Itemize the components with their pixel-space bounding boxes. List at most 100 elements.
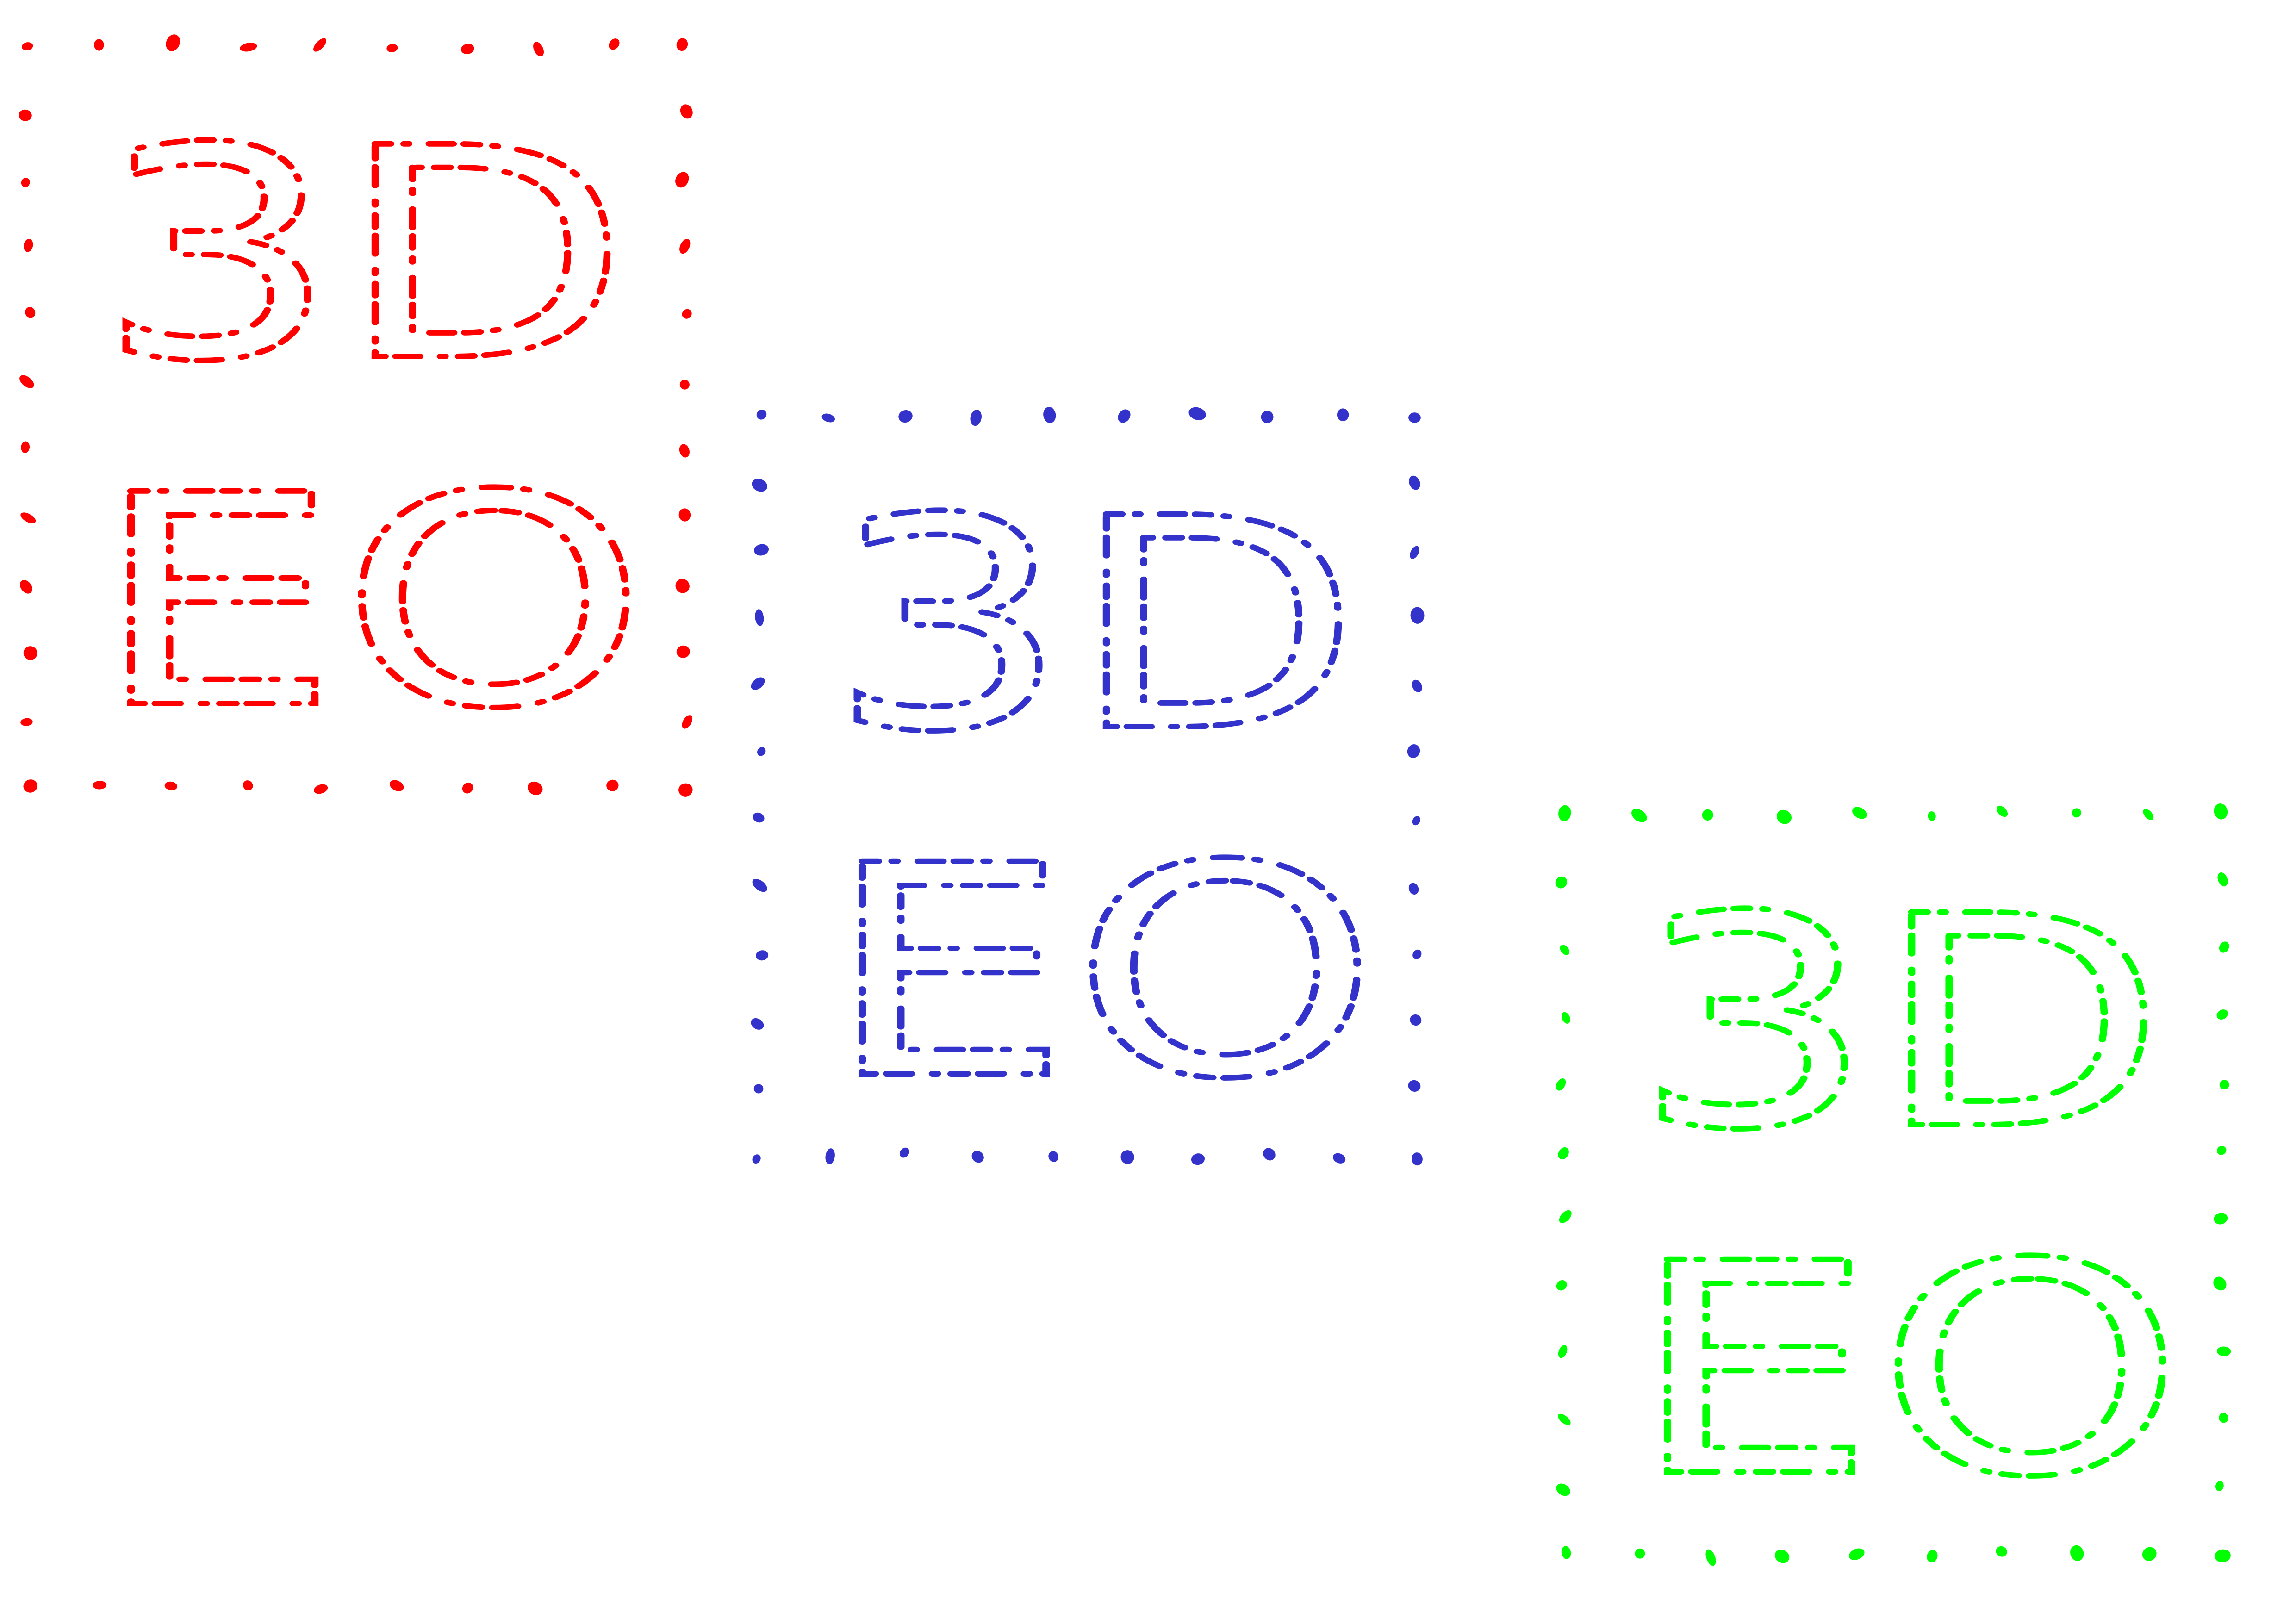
frame-dot: [2219, 941, 2229, 953]
frame-dot: [1996, 1546, 2007, 1557]
logo-text-row1-green: 3D: [1634, 854, 2166, 1194]
frame-dot: [19, 375, 34, 388]
frame-dot: [1997, 806, 2008, 817]
frame-dot: [460, 44, 474, 54]
logo-text-row2-red: EO: [93, 433, 648, 772]
frame-dot: [679, 444, 690, 458]
frame-dot: [1849, 1548, 1865, 1560]
frame-dot: [2143, 809, 2154, 820]
frame-dot: [752, 1154, 761, 1164]
frame-dot: [754, 544, 769, 556]
frame-dot: [1337, 408, 1349, 422]
frame-dot: [1559, 1210, 1572, 1223]
frame-dot: [21, 441, 30, 453]
frame-dot: [1556, 1483, 1570, 1496]
frame-dot: [166, 34, 180, 51]
frame-dot: [1705, 1549, 1716, 1566]
frame-dot: [751, 677, 765, 690]
frame-dot: [20, 718, 33, 726]
frame-dot: [1333, 1153, 1346, 1164]
frame-dot: [752, 479, 768, 492]
frame-dot: [971, 1151, 984, 1163]
frame-dot: [1188, 407, 1206, 420]
logo-text-row2-green: EO: [1629, 1201, 2184, 1541]
frame-dot: [752, 878, 767, 892]
frame-dot: [675, 172, 689, 188]
frame-dot: [1556, 1280, 1567, 1291]
frame-dot: [23, 646, 37, 660]
frame-dot: [21, 178, 30, 187]
frame-dot: [682, 309, 692, 319]
frame-dot: [825, 1148, 835, 1164]
dotted-frame-blue: [751, 407, 1425, 1166]
frame-dot: [1118, 409, 1131, 423]
frame-dot: [164, 781, 178, 790]
frame-dot: [753, 812, 765, 823]
frame-dot: [1702, 809, 1713, 821]
frame-dot: [23, 779, 37, 793]
frame-dot: [1191, 1153, 1205, 1165]
frame-dot: [1558, 805, 1571, 821]
frame-dot: [753, 1084, 764, 1094]
frame-dot: [2072, 808, 2081, 818]
frame-dot: [898, 410, 913, 423]
logo-text-row2-blue: EO: [824, 803, 1379, 1143]
dotted-frame-red: [19, 34, 693, 797]
frame-dot: [756, 409, 767, 420]
frame-dot: [1561, 1012, 1571, 1024]
frame-dot: [678, 783, 693, 797]
frame-dot: [93, 781, 107, 790]
frame-dot: [757, 747, 766, 756]
frame-dot: [313, 38, 327, 52]
frame-dot: [25, 307, 36, 318]
frame-dot: [2219, 1413, 2228, 1423]
frame-dot: [2216, 1009, 2228, 1020]
frame-dot: [1410, 546, 1419, 559]
frame-dot: [1408, 412, 1421, 423]
frame-dot: [679, 380, 690, 390]
frame-dot: [2213, 1276, 2227, 1291]
frame-dot: [1558, 1413, 1571, 1425]
frame-dot: [1261, 411, 1274, 423]
frame-dot: [1410, 1014, 1422, 1026]
frame-dot: [676, 645, 690, 658]
frame-dot: [2216, 1346, 2231, 1357]
frame-dot: [386, 44, 398, 52]
frame-dot: [1558, 1345, 1568, 1358]
frame-dot: [2214, 803, 2228, 820]
frame-dot: [609, 38, 620, 50]
frame-dot: [2216, 1146, 2227, 1155]
frame-dot: [1561, 1546, 1571, 1559]
frame-dot: [243, 780, 253, 790]
frame-dot: [1774, 1550, 1790, 1563]
logo-text-row1-red: 3D: [97, 86, 629, 425]
frame-dot: [1635, 1548, 1645, 1559]
frame-dot: [2214, 1213, 2228, 1225]
frame-dot: [20, 512, 36, 523]
frame-dot: [899, 1147, 909, 1158]
frame-dot: [1776, 809, 1792, 824]
frame-dot: [533, 42, 544, 56]
frame-dot: [755, 609, 764, 626]
frame-dot: [1048, 1151, 1058, 1162]
frame-dot: [1412, 679, 1422, 692]
frame-dot: [314, 784, 328, 794]
frame-dot: [1555, 876, 1568, 889]
frame-dot: [678, 508, 691, 522]
frame-dot: [240, 43, 257, 52]
logo-red: 3D EO: [19, 34, 693, 797]
frame-dot: [676, 38, 688, 51]
frame-dot: [1852, 807, 1867, 819]
frame-dot: [389, 780, 404, 791]
logo-green: 3D EO: [1555, 803, 2231, 1566]
frame-dot: [19, 109, 32, 121]
frame-dot: [1407, 744, 1420, 758]
frame-dot: [2219, 1080, 2229, 1089]
frame-dot: [1263, 1148, 1276, 1161]
frame-dot: [1412, 816, 1420, 826]
frame-dot: [682, 715, 693, 729]
frame-dot: [1412, 1152, 1423, 1166]
frame-dot: [2142, 1547, 2157, 1561]
frame-dot: [2070, 1545, 2084, 1561]
frame-dot: [24, 238, 33, 252]
